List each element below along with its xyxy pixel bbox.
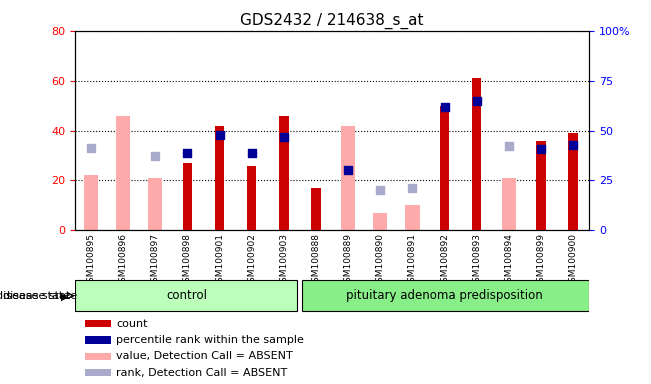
Point (375, 187, 385, 194)
Point (279, 134, 289, 140)
Text: GSM100890: GSM100890 (376, 233, 385, 288)
Point (439, 104, 450, 110)
Bar (85, 320, 111, 327)
Text: pituitary adenoma predisposition: pituitary adenoma predisposition (346, 289, 543, 302)
Title: GDS2432 / 214638_s_at: GDS2432 / 214638_s_at (240, 13, 424, 29)
Text: control: control (167, 289, 208, 302)
Point (247, 149, 257, 156)
Point (214, 131, 225, 137)
Bar (373, 213, 387, 230)
Bar (182, 163, 192, 230)
Bar (215, 126, 225, 230)
Text: GSM100900: GSM100900 (568, 233, 577, 288)
Text: GSM100897: GSM100897 (151, 233, 159, 288)
Text: GSM100899: GSM100899 (536, 233, 546, 288)
Text: GSM100896: GSM100896 (118, 233, 128, 288)
Text: GSM100892: GSM100892 (440, 233, 449, 288)
Text: rank, Detection Call = ABSENT: rank, Detection Call = ABSENT (116, 367, 287, 377)
Bar (303, 280, 589, 311)
Bar (405, 205, 420, 230)
Text: GSM100888: GSM100888 (311, 233, 320, 288)
Point (150, 152, 160, 159)
Text: percentile rank within the sample: percentile rank within the sample (116, 335, 304, 345)
Bar (568, 133, 578, 230)
Text: GSM100891: GSM100891 (408, 233, 417, 288)
Bar (85, 336, 111, 344)
Point (86, 145, 96, 151)
Text: count: count (116, 319, 148, 329)
Bar (75, 280, 298, 311)
Text: disease state: disease state (3, 291, 77, 301)
Bar (439, 106, 449, 230)
Text: GSM100894: GSM100894 (505, 233, 513, 288)
Bar (341, 126, 355, 230)
Bar (311, 188, 321, 230)
Text: GSM100902: GSM100902 (247, 233, 256, 288)
Bar (85, 353, 111, 360)
Bar (85, 369, 111, 376)
Point (407, 185, 417, 191)
Bar (84, 175, 98, 230)
Bar (279, 116, 288, 230)
Point (536, 146, 546, 152)
Text: disease state: disease state (0, 291, 70, 301)
Point (343, 167, 353, 174)
Text: GSM100898: GSM100898 (183, 233, 192, 288)
Bar (501, 178, 516, 230)
Text: GSM100893: GSM100893 (472, 233, 481, 288)
Text: GSM100895: GSM100895 (87, 233, 96, 288)
Text: value, Detection Call = ABSENT: value, Detection Call = ABSENT (116, 351, 293, 361)
Text: GSM100903: GSM100903 (279, 233, 288, 288)
Text: GSM100901: GSM100901 (215, 233, 224, 288)
Text: GSM100889: GSM100889 (344, 233, 353, 288)
Point (568, 141, 578, 147)
Point (471, 98, 482, 104)
Text: ▶: ▶ (61, 291, 68, 301)
Bar (148, 178, 163, 230)
Bar (536, 141, 546, 230)
Bar (247, 166, 256, 230)
Point (504, 142, 514, 149)
Bar (116, 116, 130, 230)
Point (182, 149, 193, 156)
Bar (472, 78, 482, 230)
